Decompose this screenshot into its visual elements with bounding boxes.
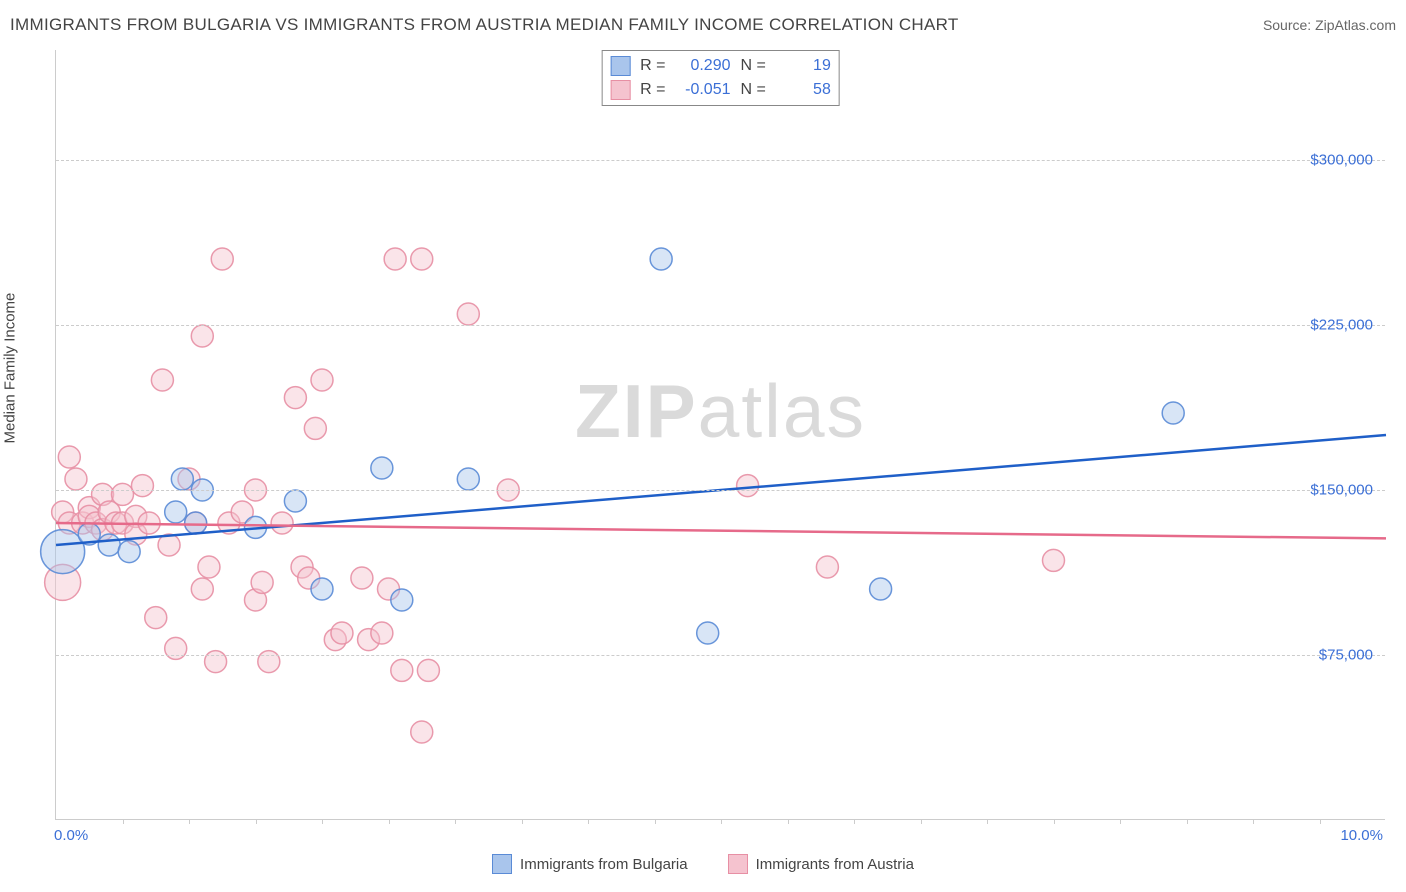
scatter-point bbox=[417, 659, 439, 681]
scatter-point bbox=[165, 501, 187, 523]
x-tick bbox=[1253, 819, 1254, 824]
x-tick bbox=[522, 819, 523, 824]
scatter-point bbox=[1162, 402, 1184, 424]
y-tick-label: $225,000 bbox=[1310, 317, 1373, 334]
scatter-point bbox=[391, 589, 413, 611]
y-tick-label: $150,000 bbox=[1310, 482, 1373, 499]
scatter-point bbox=[165, 637, 187, 659]
scatter-point bbox=[251, 571, 273, 593]
y-tick-label: $300,000 bbox=[1310, 152, 1373, 169]
legend-label-austria: Immigrants from Austria bbox=[756, 856, 914, 873]
scatter-point bbox=[191, 325, 213, 347]
scatter-plot-svg bbox=[56, 50, 1385, 819]
scatter-point bbox=[1043, 549, 1065, 571]
scatter-point bbox=[258, 651, 280, 673]
scatter-point bbox=[145, 607, 167, 629]
x-tick bbox=[854, 819, 855, 824]
scatter-point bbox=[311, 578, 333, 600]
scatter-point bbox=[411, 721, 433, 743]
scatter-point bbox=[304, 417, 326, 439]
scatter-point bbox=[271, 512, 293, 534]
scatter-point bbox=[391, 659, 413, 681]
y-tick-label: $75,000 bbox=[1319, 647, 1373, 664]
x-tick bbox=[1054, 819, 1055, 824]
gridline bbox=[56, 490, 1385, 491]
scatter-point bbox=[650, 248, 672, 270]
x-tick bbox=[655, 819, 656, 824]
scatter-point bbox=[411, 248, 433, 270]
legend-item-bulgaria: Immigrants from Bulgaria bbox=[492, 854, 688, 874]
scatter-point bbox=[205, 651, 227, 673]
scatter-point bbox=[870, 578, 892, 600]
scatter-point bbox=[697, 622, 719, 644]
y-axis-label: Median Family Income bbox=[2, 293, 19, 444]
x-tick bbox=[1320, 819, 1321, 824]
x-tick bbox=[455, 819, 456, 824]
x-tick bbox=[588, 819, 589, 824]
scatter-point bbox=[185, 512, 207, 534]
scatter-point bbox=[198, 556, 220, 578]
scatter-point bbox=[171, 468, 193, 490]
scatter-point bbox=[58, 446, 80, 468]
scatter-point bbox=[371, 622, 393, 644]
chart-title: IMMIGRANTS FROM BULGARIA VS IMMIGRANTS F… bbox=[10, 15, 959, 35]
scatter-point bbox=[284, 490, 306, 512]
x-tick bbox=[123, 819, 124, 824]
scatter-point bbox=[331, 622, 353, 644]
scatter-point bbox=[311, 369, 333, 391]
x-tick-label: 0.0% bbox=[54, 827, 88, 844]
scatter-point bbox=[211, 248, 233, 270]
x-tick bbox=[788, 819, 789, 824]
legend-swatch-austria bbox=[728, 854, 748, 874]
scatter-point bbox=[457, 468, 479, 490]
scatter-point bbox=[65, 468, 87, 490]
scatter-point bbox=[816, 556, 838, 578]
source-label: Source: ZipAtlas.com bbox=[1263, 17, 1396, 33]
x-tick bbox=[721, 819, 722, 824]
scatter-point bbox=[118, 541, 140, 563]
legend-item-austria: Immigrants from Austria bbox=[728, 854, 914, 874]
bottom-legend: Immigrants from Bulgaria Immigrants from… bbox=[0, 854, 1406, 874]
x-tick bbox=[256, 819, 257, 824]
legend-label-bulgaria: Immigrants from Bulgaria bbox=[520, 856, 688, 873]
x-tick bbox=[921, 819, 922, 824]
x-tick bbox=[987, 819, 988, 824]
x-tick bbox=[322, 819, 323, 824]
x-tick bbox=[1120, 819, 1121, 824]
scatter-point bbox=[351, 567, 373, 589]
x-tick-label: 10.0% bbox=[1340, 827, 1383, 844]
gridline bbox=[56, 325, 1385, 326]
gridline bbox=[56, 160, 1385, 161]
scatter-point bbox=[131, 475, 153, 497]
scatter-point bbox=[737, 475, 759, 497]
scatter-point bbox=[384, 248, 406, 270]
scatter-point bbox=[151, 369, 173, 391]
x-tick bbox=[189, 819, 190, 824]
scatter-point bbox=[371, 457, 393, 479]
x-tick bbox=[389, 819, 390, 824]
chart-plot-area: ZIPatlas R = 0.290 N = 19 R = -0.051 N =… bbox=[55, 50, 1385, 820]
legend-swatch-bulgaria bbox=[492, 854, 512, 874]
scatter-point bbox=[112, 483, 134, 505]
x-tick bbox=[1187, 819, 1188, 824]
scatter-point bbox=[98, 534, 120, 556]
gridline bbox=[56, 655, 1385, 656]
scatter-point bbox=[457, 303, 479, 325]
scatter-point bbox=[284, 387, 306, 409]
scatter-point bbox=[191, 578, 213, 600]
